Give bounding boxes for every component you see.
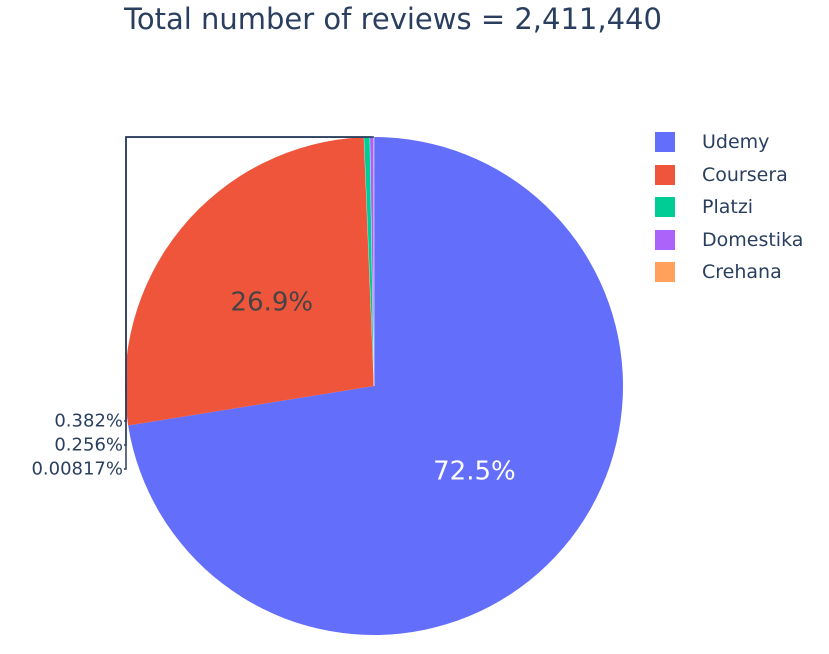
legend-label-crehana: Crehana <box>702 261 782 284</box>
legend: Udemy Coursera Platzi Domestika Crehana <box>655 126 803 289</box>
slice-label-crehana: 0.00817% <box>31 459 123 480</box>
slice-label-domestika: 0.256% <box>54 435 123 456</box>
legend-item-domestika[interactable]: Domestika <box>655 224 803 257</box>
legend-swatch-platzi <box>655 197 675 218</box>
legend-label-domestika: Domestika <box>702 228 804 251</box>
legend-swatch-domestika <box>655 229 675 250</box>
legend-item-udemy[interactable]: Udemy <box>655 126 803 159</box>
leader-line-crehana <box>124 136 374 470</box>
legend-swatch-coursera <box>655 164 675 185</box>
legend-label-platzi: Platzi <box>702 196 754 219</box>
legend-item-platzi[interactable]: Platzi <box>655 191 803 224</box>
pie-slice-coursera[interactable] <box>124 137 374 426</box>
slice-label-platzi: 0.382% <box>54 411 123 432</box>
legend-swatch-crehana <box>655 262 675 283</box>
slice-label-coursera: 26.9% <box>231 287 314 317</box>
pie-slice-udemy[interactable] <box>128 137 624 635</box>
chart-title: Total number of reviews = 2,411,440 <box>124 2 662 36</box>
legend-item-crehana[interactable]: Crehana <box>655 256 803 289</box>
legend-label-coursera: Coursera <box>702 163 788 186</box>
legend-label-udemy: Udemy <box>702 131 770 154</box>
legend-item-coursera[interactable]: Coursera <box>655 159 803 192</box>
slice-label-udemy: 72.5% <box>433 457 516 487</box>
legend-swatch-udemy <box>655 132 675 153</box>
